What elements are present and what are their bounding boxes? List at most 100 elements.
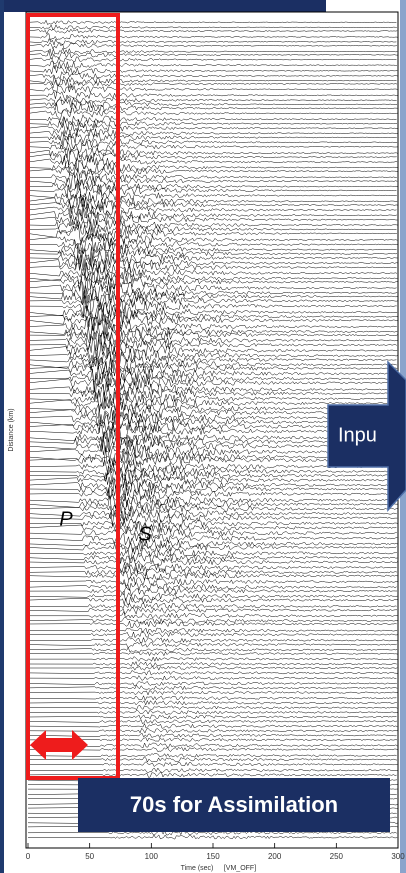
trace: [27, 542, 397, 555]
trace: [27, 250, 398, 269]
trace: [27, 501, 399, 517]
trace: [27, 84, 398, 94]
trace: [27, 569, 398, 582]
trace: [27, 121, 398, 136]
trace: [27, 60, 397, 70]
trace: [27, 472, 398, 489]
trace: [27, 24, 397, 31]
trace: [27, 102, 398, 114]
trace: [27, 695, 397, 702]
x-tick-label: 100: [145, 852, 159, 861]
trace: [27, 126, 398, 141]
trace: [27, 169, 397, 184]
trace: [27, 631, 398, 639]
trace: [27, 690, 398, 696]
trace: [27, 670, 398, 676]
trace: [27, 746, 398, 752]
callout-box: [78, 778, 390, 832]
trace: [27, 117, 398, 130]
trace: [27, 616, 398, 625]
callout-text: 70s for Assimilation: [130, 792, 338, 817]
trace: [27, 140, 398, 153]
trace: [27, 155, 398, 169]
trace: [27, 487, 397, 502]
trace: [27, 507, 397, 521]
trace: [27, 389, 397, 409]
trace: [27, 646, 398, 653]
trace: [27, 98, 398, 110]
trace: [27, 480, 398, 497]
trace: [27, 349, 397, 370]
trace: [27, 172, 398, 190]
trace: [27, 562, 397, 573]
left-border: [0, 0, 4, 873]
s-phase-label: S: [138, 523, 152, 545]
trace: [27, 582, 397, 593]
trace: [27, 834, 398, 840]
x-tick-label: 200: [268, 852, 282, 861]
trace: [27, 709, 398, 715]
trace: [27, 224, 397, 243]
trace: [27, 33, 398, 41]
trace: [27, 164, 398, 179]
trace: [27, 552, 398, 565]
trace: [27, 462, 399, 479]
trace: [28, 234, 398, 255]
y-axis-label: Distance (km): [8, 408, 15, 451]
trace: [27, 114, 397, 126]
trace: [27, 557, 398, 570]
trace: [27, 65, 398, 76]
trace: [27, 232, 398, 250]
trace: [27, 258, 397, 276]
x-axis: 0 50 100 150 200 250 300: [26, 843, 405, 861]
trace: [27, 50, 398, 60]
window-arrow: [30, 730, 88, 760]
trace: [27, 547, 397, 560]
trace: [27, 196, 398, 215]
trace: [28, 610, 398, 620]
trace: [28, 704, 398, 711]
trace: [27, 590, 398, 602]
trace: [27, 391, 397, 413]
trace: [27, 468, 397, 485]
trace: [27, 732, 397, 739]
trace: [27, 357, 398, 377]
trace: [27, 356, 397, 376]
trace: [27, 566, 397, 577]
input-arrow: [327, 360, 406, 512]
trace: [27, 71, 398, 80]
trace: [27, 107, 398, 121]
trace: [27, 660, 397, 667]
trace: [27, 147, 398, 160]
trace: [27, 130, 397, 146]
input-arrow-label: Inpu: [338, 424, 377, 446]
trace: [27, 651, 398, 657]
trace: [27, 135, 398, 150]
trace: [27, 181, 397, 200]
trace: [27, 684, 398, 691]
trace: [27, 187, 397, 204]
trace: [27, 575, 398, 587]
trace: [27, 477, 398, 495]
trace: [27, 203, 397, 219]
assimilation-window: [26, 13, 120, 780]
trace: [27, 368, 397, 390]
trace: [27, 537, 398, 551]
trace: [27, 371, 397, 393]
trace: [27, 602, 397, 610]
trace: [27, 742, 398, 749]
trace: [27, 19, 397, 25]
trace: [27, 627, 398, 635]
trace: [27, 150, 397, 166]
trace: [27, 219, 397, 237]
trace: [27, 700, 397, 706]
trace: [27, 620, 397, 628]
trace: [27, 767, 398, 773]
trace: [27, 492, 398, 509]
traces: [27, 19, 399, 840]
trace: [27, 680, 397, 687]
trace: [27, 772, 397, 778]
trace: [27, 37, 397, 46]
trace: [27, 756, 398, 763]
